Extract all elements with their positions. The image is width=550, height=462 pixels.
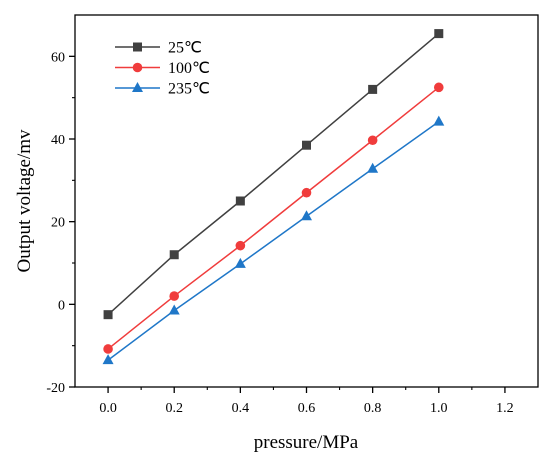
legend-marker <box>133 42 142 52</box>
data-point <box>102 354 114 365</box>
y-tick-label: 40 <box>51 133 65 148</box>
data-point <box>234 257 246 268</box>
data-point <box>433 115 445 126</box>
series-2 <box>102 115 445 365</box>
x-tick-label: 0.0 <box>99 401 117 416</box>
legend-marker <box>132 62 143 73</box>
data-point <box>169 291 180 301</box>
y-axis: -20 0 20 40 60 <box>46 50 75 396</box>
series-line <box>107 33 440 316</box>
y-tick-label: -20 <box>46 381 65 396</box>
data-point <box>433 82 444 93</box>
data-point <box>302 140 311 150</box>
x-tick-label: 0.6 <box>298 401 316 416</box>
y-tick-label: 60 <box>51 50 65 65</box>
data-point <box>235 196 245 206</box>
legend-item: 100℃ <box>115 60 210 77</box>
x-tick-label: 1.0 <box>430 401 448 416</box>
legend-marker <box>132 82 143 92</box>
legend-item: 25℃ <box>115 40 202 57</box>
data-point <box>103 344 113 354</box>
plot-frame <box>74 14 539 388</box>
data-point <box>367 162 379 173</box>
x-axis-title: pressure/MPa <box>254 432 359 453</box>
legend-label: 25℃ <box>168 40 202 57</box>
data-point <box>367 135 378 146</box>
data-point <box>368 84 378 94</box>
legend: 25℃ 100℃ 235℃ <box>115 40 210 98</box>
legend-item: 235℃ <box>115 81 210 98</box>
data-point <box>434 29 444 39</box>
y-tick-label: 20 <box>51 216 65 231</box>
series-layer <box>102 29 445 365</box>
legend-label: 100℃ <box>168 60 210 77</box>
legend-label: 235℃ <box>168 81 210 98</box>
x-axis: 0.0 0.2 0.4 0.6 0.8 1.0 1.2 <box>99 387 514 416</box>
data-point <box>301 210 312 221</box>
data-point <box>168 304 180 315</box>
series-line <box>107 121 440 361</box>
y-axis-title: Output voltage/mv <box>14 129 35 273</box>
x-tick-label: 0.4 <box>232 401 250 416</box>
series-line <box>107 86 440 350</box>
y-tick-label: 0 <box>58 298 65 313</box>
series-0 <box>103 29 444 320</box>
x-tick-label: 0.2 <box>165 401 183 416</box>
data-point <box>235 240 246 251</box>
data-point <box>169 250 179 260</box>
data-point <box>103 310 113 320</box>
x-tick-label: 1.2 <box>496 401 514 416</box>
x-tick-label: 0.8 <box>364 401 382 416</box>
data-point <box>301 187 312 198</box>
series-1 <box>103 82 444 354</box>
